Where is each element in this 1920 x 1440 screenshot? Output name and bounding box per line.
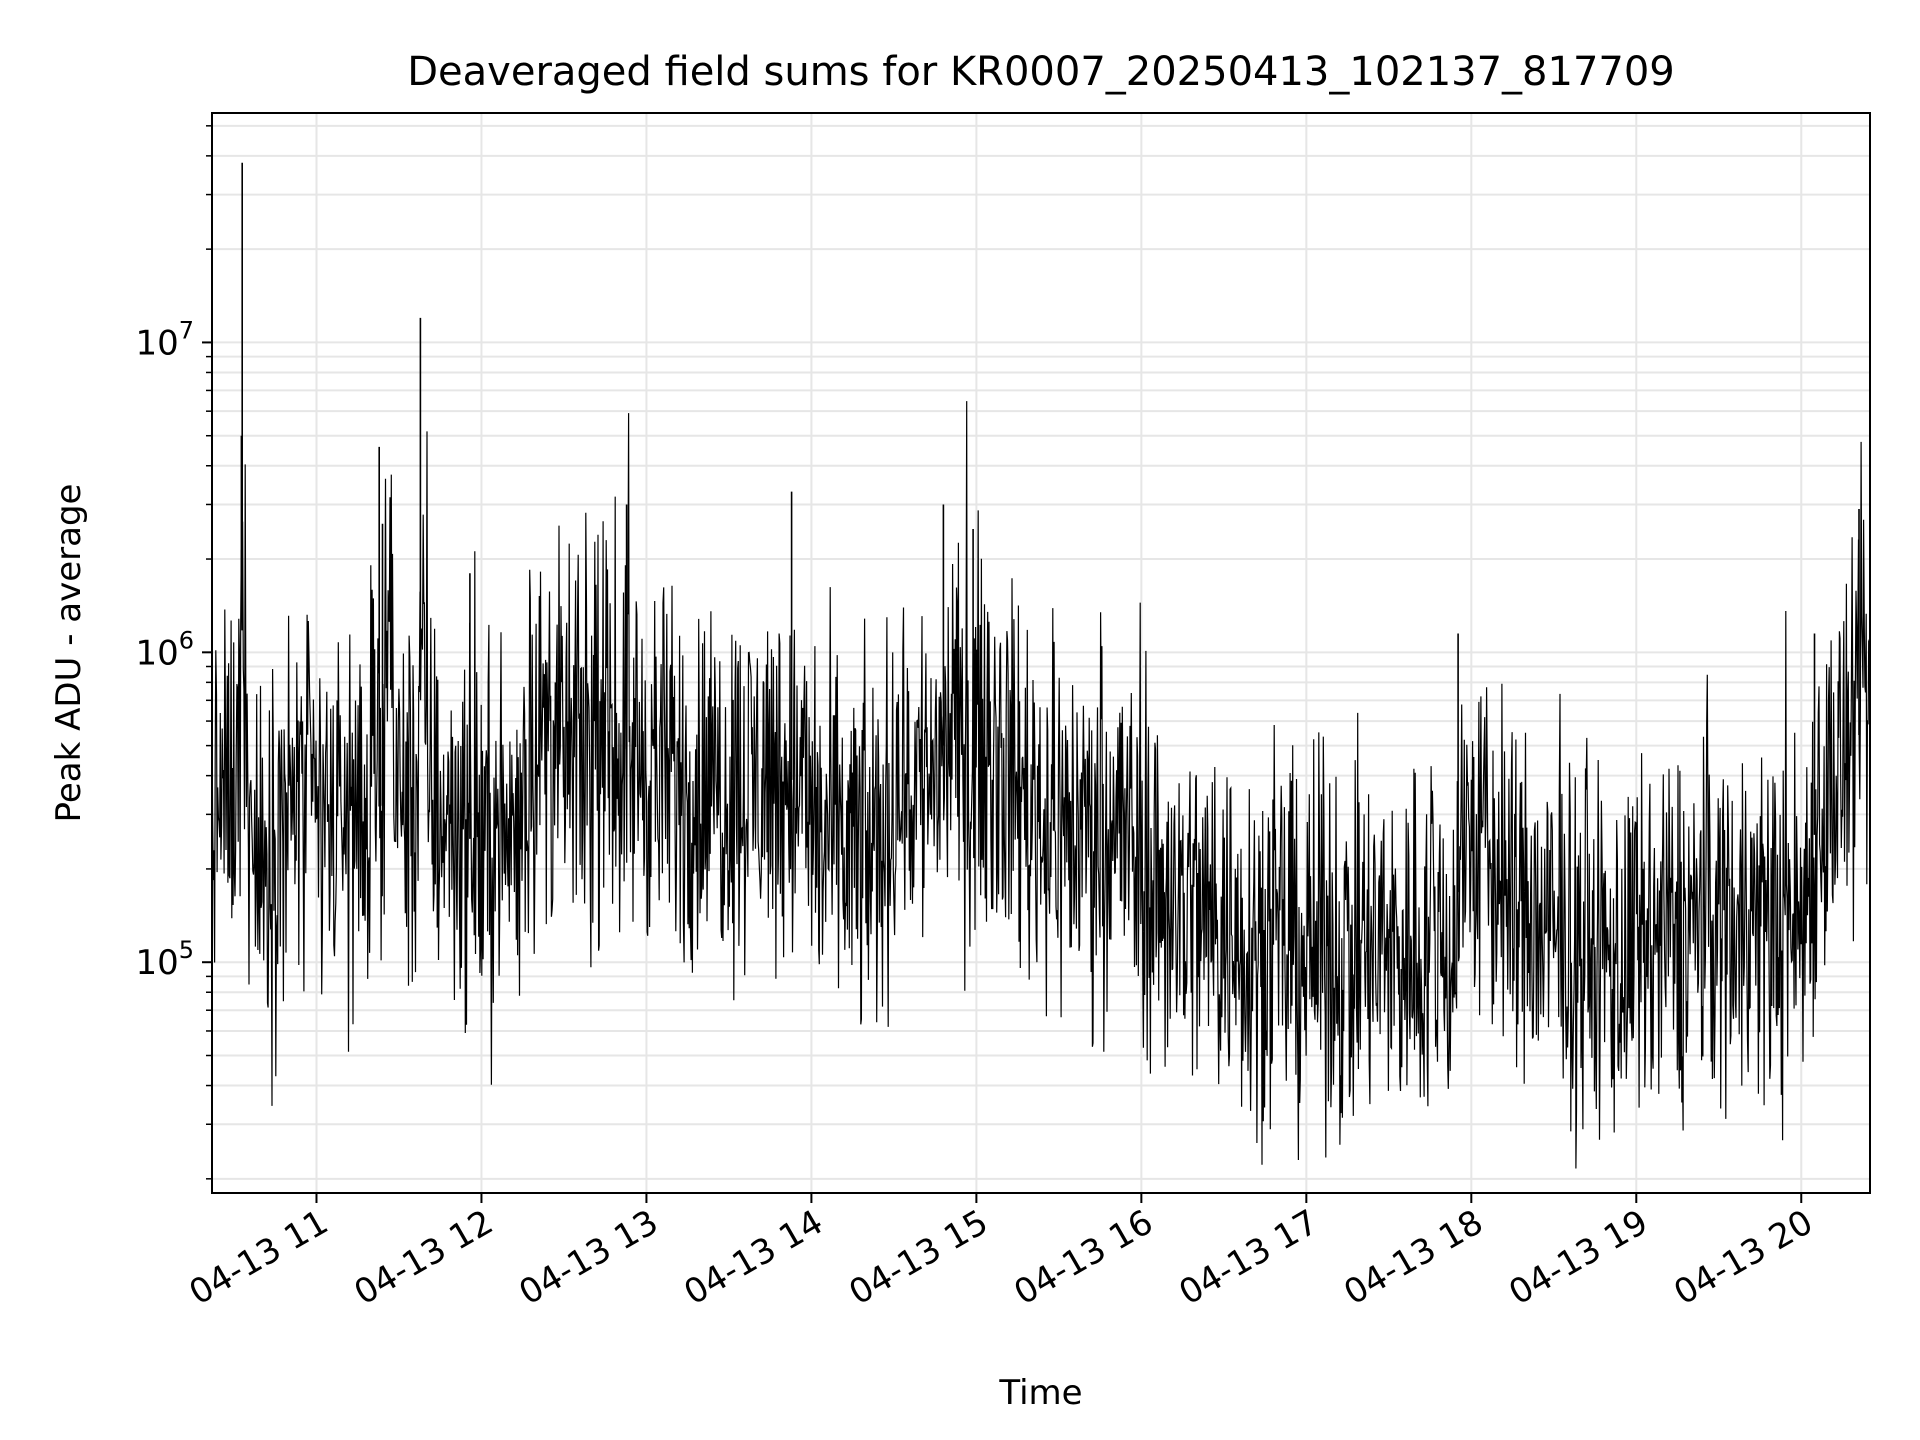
y-tick-label: 105 bbox=[135, 936, 194, 983]
x-axis-label: Time bbox=[998, 1373, 1082, 1413]
y-axis-label: Peak ADU - average bbox=[49, 484, 89, 823]
chart-title: Deaveraged field sums for KR0007_2025041… bbox=[407, 49, 1675, 95]
data-series-line bbox=[211, 162, 1871, 1169]
series-spikes bbox=[240, 162, 1860, 893]
y-tick-label: 107 bbox=[135, 316, 194, 363]
y-axis-ticks: 105 106 107 bbox=[135, 125, 212, 1180]
y-tick-label: 106 bbox=[135, 626, 194, 673]
series-path bbox=[211, 401, 1871, 1169]
